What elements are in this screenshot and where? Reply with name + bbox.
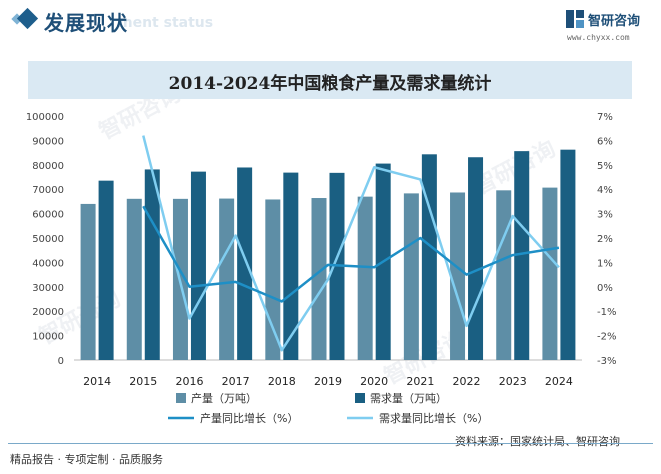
header-title: 发展现状 [44,11,128,35]
data-source: 资料来源：国家统计局、智研咨询 [455,435,620,448]
bar-production [80,203,96,360]
logo-url: www.chyxx.com [567,33,630,42]
brand-logo: 智研咨询 www.chyxx.com [565,9,657,45]
bar-production [496,190,512,360]
y-right-tick-label: -1% [597,307,616,318]
y-left-tick-label: 100000 [26,112,64,123]
y-left-tick-label: 0 [58,356,64,367]
bar-demand [283,172,299,360]
x-tick-label: 2021 [406,375,434,388]
y-left-tick-label: 10000 [32,332,64,343]
y-right-tick-label: 6% [597,136,613,147]
x-tick-label: 2023 [499,375,527,388]
legend-label: 产量（万吨） [191,391,257,405]
bar-production [219,198,235,360]
y-left-tick-label: 90000 [32,136,64,147]
y-right-tick-label: 3% [597,210,613,221]
brand-mark-icon [566,10,584,28]
page-footer: 资料来源：国家统计局、智研咨询 精品报告 · 专项定制 · 品质服务 [0,435,661,474]
x-tick-label: 2014 [83,375,111,388]
bar-production [265,199,281,360]
y-left-tick-label: 20000 [32,307,64,318]
bar-production [542,187,558,360]
legend-label: 产量同比增长（%） [200,411,298,425]
x-tick-label: 2019 [314,375,342,388]
y-left-tick-label: 70000 [32,185,64,196]
chart-title: 2014-2024年中国粮食产量及需求量统计 [168,74,492,94]
bar-production [403,193,419,360]
y-left-tick-label: 50000 [32,234,64,245]
legend-label: 需求量同比增长（%） [379,411,488,425]
y-right-tick-label: -2% [597,332,616,343]
legend-label: 需求量（万吨） [370,392,447,405]
bar-demand [468,157,484,360]
logo-name: 智研咨询 [588,14,641,29]
x-tick-label: 2017 [222,375,250,388]
chart-title-bar: 2014-2024年中国粮食产量及需求量统计 [28,61,632,99]
legend-swatch [176,393,186,403]
y-right-tick-label: 5% [597,161,613,172]
y-right-tick-label: 4% [597,185,613,196]
bar-production [126,198,142,360]
y-right-tick-label: -3% [597,356,616,367]
bar-demand [560,149,576,360]
bar-demand [421,154,437,360]
y-right-tick-label: 0% [597,283,613,294]
footer-divider [8,443,653,444]
bar-demand [514,151,530,360]
bar-production [311,198,327,360]
bar-production [450,192,466,360]
x-tick-label: 2020 [360,375,388,388]
line-production-growth [142,205,560,303]
line-demand-growth [142,135,560,352]
header-subtitle: ment status [118,15,214,31]
y-right-tick-label: 2% [597,234,613,245]
bar-demand [237,167,253,360]
x-tick-label: 2016 [175,375,203,388]
y-right-tick-label: 1% [597,258,613,269]
y-left-tick-label: 80000 [32,161,64,172]
y-right-tick-label: 7% [597,112,613,123]
y-left-tick-label: 40000 [32,258,64,269]
page-header: ment status 发展现状 智研咨询 www.chyxx.com [0,0,661,46]
x-tick-label: 2018 [268,375,296,388]
bar-demand [190,171,206,360]
y-left-tick-label: 60000 [32,210,64,221]
x-tick-label: 2024 [545,375,573,388]
x-tick-label: 2022 [453,375,481,388]
footer-tagline: 精品报告 · 专项定制 · 品质服务 [10,453,163,466]
y-left-tick-label: 30000 [32,283,64,294]
legend-swatch [355,393,365,403]
bar-demand [98,180,114,360]
x-tick-label: 2015 [129,375,157,388]
bar-production [357,196,373,360]
bar-demand [144,169,160,360]
